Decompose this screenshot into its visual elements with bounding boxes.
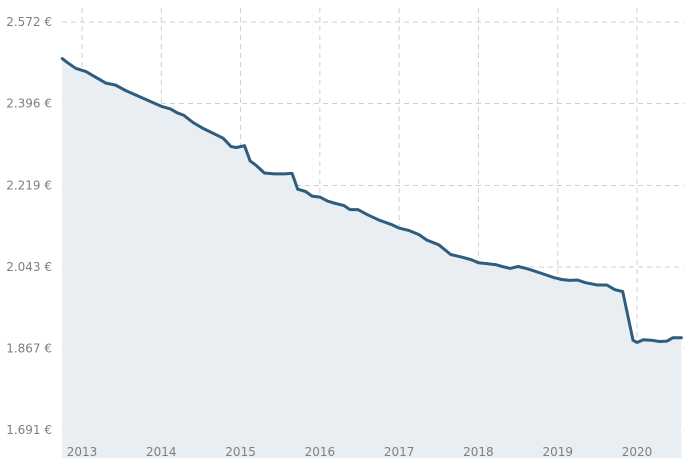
x-tick-label: 2014 <box>146 445 177 459</box>
y-axis-ticks: 2.572 € 2.396 € 2.219 € 2.043 € 1.867 € 1.691… <box>6 15 52 437</box>
x-tick-label: 2013 <box>67 445 98 459</box>
y-tick-label: 2.043 € <box>6 260 52 274</box>
x-tick-label: 2018 <box>463 445 494 459</box>
series-line <box>60 57 683 344</box>
y-tick-label: 2.396 € <box>6 97 52 111</box>
x-tick-label: 2015 <box>225 445 256 459</box>
x-tick-label: 2017 <box>384 445 415 459</box>
x-axis-ticks: 2013 2014 2015 2016 2017 2018 2019 2020 <box>67 445 653 459</box>
y-tick-label: 1.691 € <box>6 423 52 437</box>
y-tick-label: 2.572 € <box>6 15 52 29</box>
y-tick-label: 1.867 € <box>6 341 52 355</box>
x-tick-label: 2016 <box>305 445 336 459</box>
y-tick-label: 2.219 € <box>6 178 52 192</box>
x-tick-label: 2020 <box>622 445 653 459</box>
series-area <box>62 58 682 458</box>
x-tick-label: 2019 <box>542 445 573 459</box>
